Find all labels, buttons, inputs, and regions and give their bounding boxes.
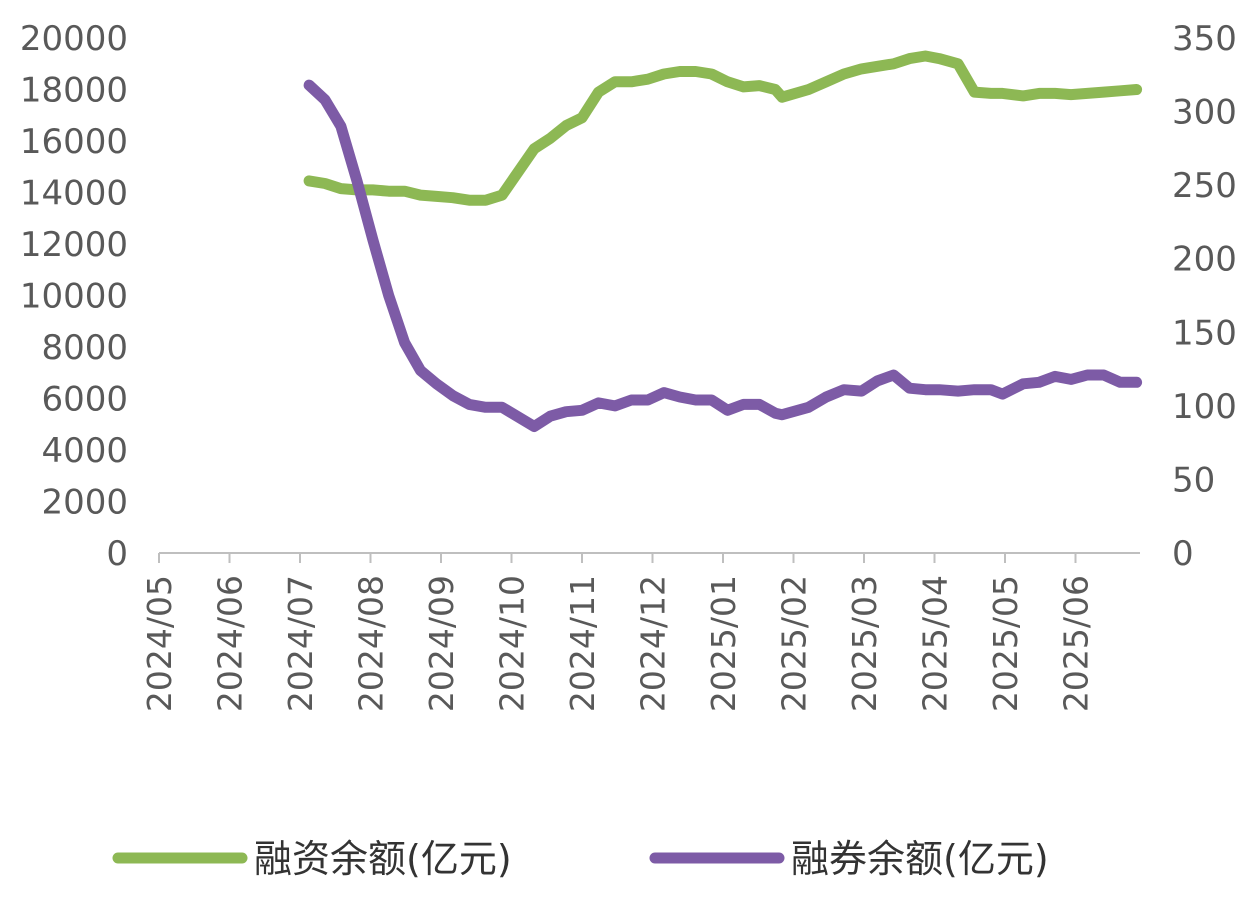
x-tick-label: 2025/06 <box>1057 575 1096 712</box>
x-tick-label: 2024/06 <box>211 575 250 712</box>
ticks-layer: 2024/05 2024/06 2024/07 2024/08 2024/09 2024/… <box>20 19 1237 712</box>
x-tick-label: 2024/10 <box>493 575 532 712</box>
y-left-tick-label: 16000 <box>20 122 128 162</box>
y-right-tick-label: 0 <box>1172 534 1194 574</box>
legend-label: 融资余额(亿元) <box>254 837 512 881</box>
series-layer <box>303 50 1143 432</box>
y-right-tick-label: 200 <box>1172 240 1237 280</box>
y-left-tick-label: 18000 <box>20 71 128 111</box>
series-line-securities-lending <box>303 79 1143 432</box>
y-left-tick-label: 14000 <box>20 174 128 214</box>
y-left-tick-label: 12000 <box>20 225 128 265</box>
legend-label: 融券余额(亿元) <box>791 837 1049 881</box>
legend: 融资余额(亿元) 融券余额(亿元) <box>112 837 1049 881</box>
y-right-tick-label: 300 <box>1172 93 1237 133</box>
x-tick-label: 2025/01 <box>704 575 743 712</box>
y-left-tick-label: 4000 <box>41 431 128 471</box>
x-tick-label: 2024/12 <box>634 575 673 712</box>
y-left-tick-label: 2000 <box>41 483 128 523</box>
y-left-tick-label: 20000 <box>20 19 128 59</box>
x-tick-label: 2024/07 <box>281 575 320 712</box>
y-right-tick-label: 50 <box>1172 460 1215 500</box>
series-line-financing <box>303 50 1143 206</box>
x-tick-label: 2024/08 <box>352 575 391 712</box>
y-right-tick-label: 250 <box>1172 166 1237 206</box>
x-tick-label: 2025/04 <box>916 575 955 712</box>
y-right-tick-label: 150 <box>1172 313 1237 353</box>
x-tick-label: 2025/05 <box>986 575 1025 712</box>
x-tick-label: 2024/09 <box>422 575 461 712</box>
y-left-tick-label: 10000 <box>20 277 128 317</box>
y-right-tick-label: 350 <box>1172 19 1237 59</box>
x-tick-label: 2024/11 <box>563 575 602 712</box>
y-left-tick-label: 0 <box>106 534 128 574</box>
y-left-tick-label: 8000 <box>41 328 128 368</box>
y-left-tick-label: 6000 <box>41 380 128 420</box>
x-tick-label: 2024/05 <box>140 575 179 712</box>
x-tick-label: 2025/03 <box>845 575 884 712</box>
x-tick-label: 2025/02 <box>775 575 814 712</box>
axes-layer <box>158 552 1140 563</box>
y-right-tick-label: 100 <box>1172 387 1237 427</box>
